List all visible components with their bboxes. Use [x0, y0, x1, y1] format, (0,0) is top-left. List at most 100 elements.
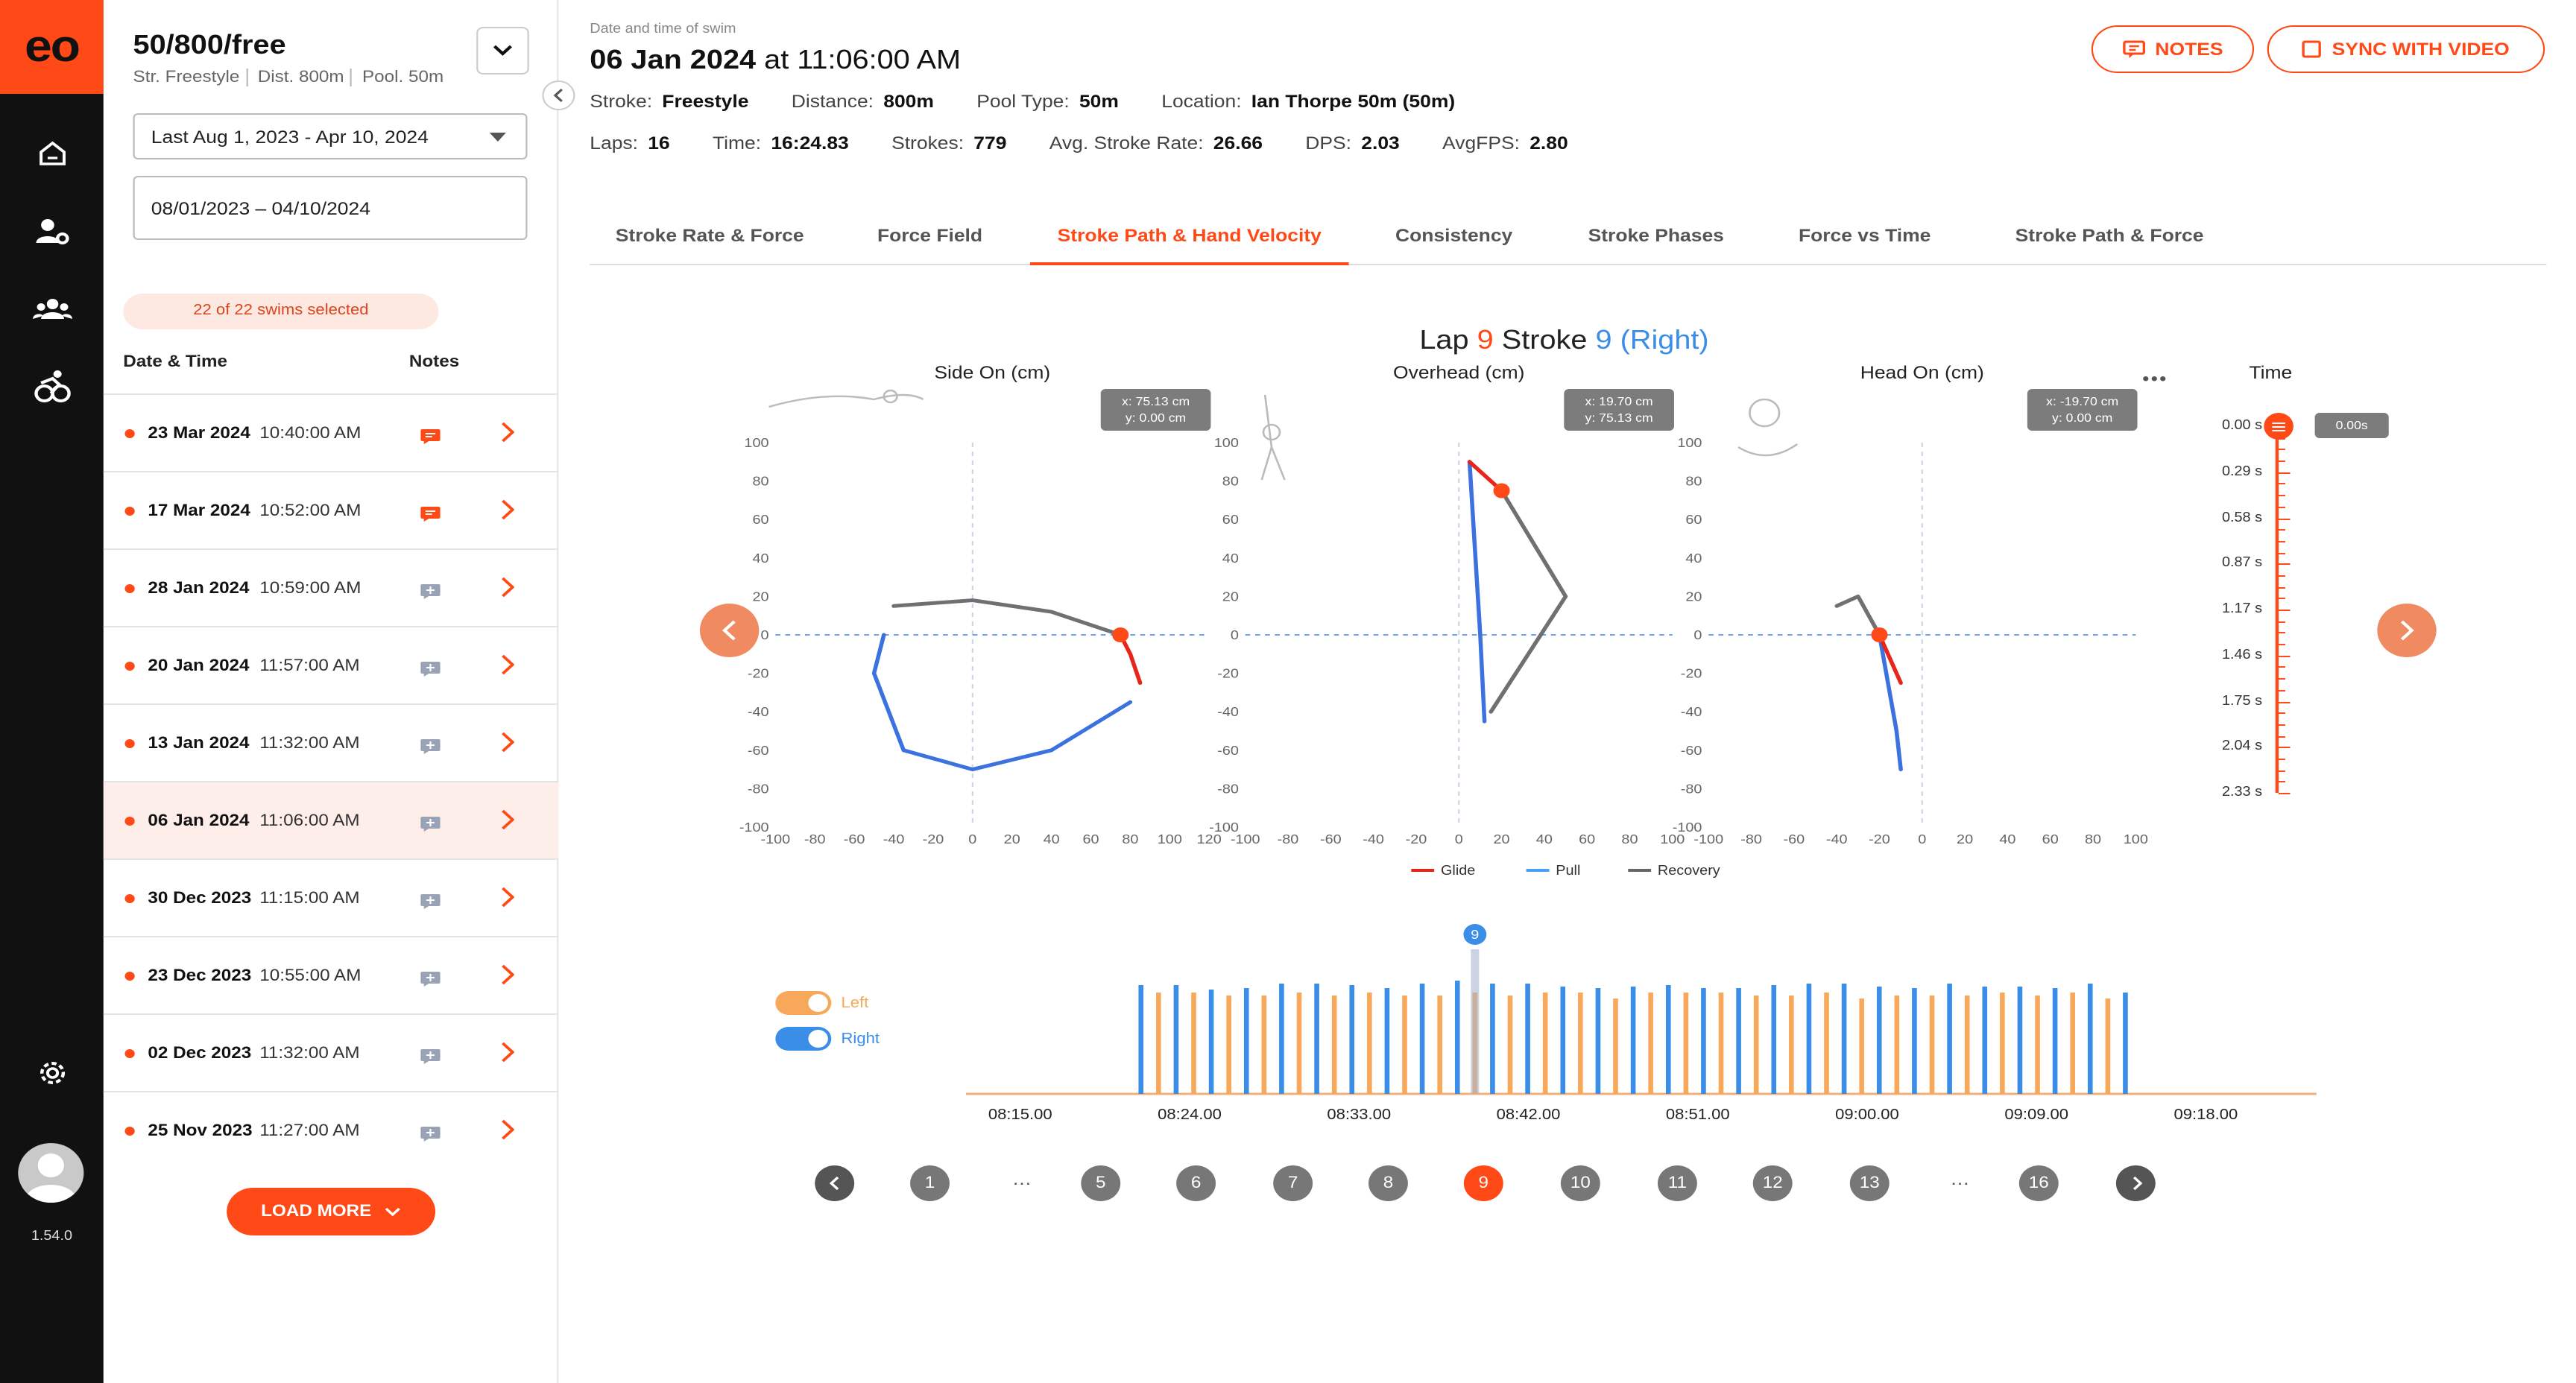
page-button[interactable]: 16 — [2018, 1165, 2059, 1201]
stroke-bar[interactable] — [1789, 996, 1794, 1094]
stroke-bar[interactable] — [1191, 993, 1196, 1094]
swim-row[interactable]: 02 Dec 2023 11:32:00 AM — [103, 1013, 559, 1091]
stroke-bar[interactable] — [1718, 993, 1724, 1094]
stroke-bar[interactable] — [1384, 988, 1390, 1094]
toggle-left[interactable]: Left — [775, 991, 868, 1015]
chevron-right-icon[interactable] — [501, 422, 515, 450]
stroke-bar[interactable] — [1859, 999, 1864, 1094]
stroke-bar[interactable] — [1613, 999, 1618, 1094]
stroke-bar[interactable] — [2017, 987, 2023, 1094]
stroke-bar[interactable] — [1296, 993, 1302, 1094]
date-range-input[interactable]: 08/01/2023 – 04/10/2024 — [133, 176, 528, 240]
stroke-bar[interactable] — [2123, 993, 2128, 1094]
stroke-bar[interactable] — [1226, 996, 1231, 1094]
swim-row[interactable]: 28 Jan 2024 10:59:00 AM — [103, 548, 559, 626]
page-button[interactable]: 6 — [1176, 1165, 1216, 1201]
note-filled-icon[interactable] — [420, 502, 441, 522]
stroke-bar[interactable] — [1419, 984, 1425, 1094]
toggle-right[interactable]: Right — [775, 1027, 880, 1051]
load-more-button[interactable]: LOAD MORE — [227, 1188, 436, 1235]
stroke-bar[interactable] — [1261, 996, 1267, 1094]
chevron-right-icon[interactable] — [501, 499, 515, 528]
tab-stroke-phases[interactable]: Stroke Phases — [1588, 225, 1724, 246]
stroke-bar[interactable] — [1912, 988, 1917, 1094]
chevron-right-icon[interactable] — [501, 1119, 515, 1148]
chevron-right-icon[interactable] — [501, 577, 515, 605]
stroke-bar[interactable] — [1507, 996, 1513, 1094]
stroke-bar[interactable] — [1156, 993, 1161, 1094]
tab-stroke-rate-force[interactable]: Stroke Rate & Force — [615, 225, 804, 246]
stroke-bar[interactable] — [1736, 988, 1741, 1094]
chevron-right-icon[interactable] — [501, 1042, 515, 1070]
chevron-right-icon[interactable] — [501, 964, 515, 993]
tab-force-field[interactable]: Force Field — [877, 225, 983, 246]
stroke-timeline[interactable]: 9 08:15.00 08:24.00 08:33.00 08:42.00 08:51.0… — [953, 917, 2332, 1133]
range-select[interactable]: Last Aug 1, 2023 - Apr 10, 2024 — [133, 113, 528, 159]
swim-row[interactable]: 06 Jan 2024 11:06:00 AM — [103, 781, 559, 858]
chevron-right-icon[interactable] — [501, 654, 515, 683]
time-slider-handle[interactable] — [2264, 413, 2294, 440]
left-switch[interactable] — [775, 991, 832, 1015]
timeline-marker[interactable] — [1463, 924, 1487, 945]
swim-row[interactable]: 23 Dec 2023 10:55:00 AM — [103, 936, 559, 1013]
stroke-bar[interactable] — [1560, 987, 1566, 1094]
settings-icon[interactable] — [31, 1054, 74, 1092]
team-icon[interactable] — [31, 291, 74, 329]
stroke-bar[interactable] — [1314, 984, 1319, 1094]
page-button[interactable]: 1 — [910, 1165, 950, 1201]
stroke-bar[interactable] — [1279, 984, 1284, 1094]
stroke-bar[interactable] — [1490, 984, 1495, 1094]
stroke-bar[interactable] — [2070, 993, 2075, 1094]
add-note-icon[interactable] — [420, 967, 441, 987]
time-track[interactable] — [2275, 426, 2279, 793]
right-switch[interactable] — [775, 1027, 832, 1051]
swim-row[interactable]: 17 Mar 2024 10:52:00 AM — [103, 471, 559, 548]
next-stroke-button[interactable] — [2377, 604, 2437, 657]
page-button[interactable]: 11 — [1657, 1165, 1697, 1201]
swim-row[interactable]: 13 Jan 2024 11:32:00 AM — [103, 703, 559, 781]
add-note-icon[interactable] — [420, 580, 441, 599]
stroke-bar[interactable] — [2052, 988, 2058, 1094]
prev-page-button[interactable] — [815, 1165, 855, 1201]
triathlon-icon[interactable] — [31, 367, 74, 405]
stroke-bar[interactable] — [2087, 984, 2093, 1094]
page-button[interactable]: 5 — [1081, 1165, 1121, 1201]
stroke-bar[interactable] — [1243, 988, 1249, 1094]
next-page-button[interactable] — [2115, 1165, 2156, 1201]
tab-force-vs-time[interactable]: Force vs Time — [1798, 225, 1931, 246]
stroke-bar[interactable] — [1824, 993, 1829, 1094]
stroke-bar[interactable] — [1578, 993, 1583, 1094]
page-button[interactable]: 7 — [1273, 1165, 1313, 1201]
swim-row[interactable]: 20 Jan 2024 11:57:00 AM — [103, 626, 559, 703]
stroke-bar[interactable] — [2105, 999, 2111, 1094]
stroke-bar[interactable] — [1701, 988, 1706, 1094]
stroke-bar[interactable] — [1841, 984, 1847, 1094]
page-button[interactable]: 13 — [1849, 1165, 1890, 1201]
home-icon[interactable] — [31, 134, 74, 173]
stroke-bar[interactable] — [1138, 985, 1144, 1094]
stroke-bar[interactable] — [1929, 996, 1935, 1094]
stroke-bar[interactable] — [1665, 985, 1671, 1094]
stroke-bar[interactable] — [1349, 985, 1355, 1094]
swim-row[interactable]: 30 Dec 2023 11:15:00 AM — [103, 858, 559, 936]
stroke-bar[interactable] — [2000, 993, 2005, 1094]
page-button[interactable]: 12 — [1752, 1165, 1793, 1201]
prev-stroke-button[interactable] — [699, 604, 760, 657]
stroke-bar[interactable] — [1173, 985, 1179, 1094]
add-note-icon[interactable] — [420, 812, 441, 832]
stroke-bar[interactable] — [1771, 985, 1777, 1094]
stroke-bar[interactable] — [1367, 993, 1372, 1094]
stroke-bar[interactable] — [1876, 987, 1882, 1094]
add-note-icon[interactable] — [420, 657, 441, 677]
tab-stroke-path-hand-velocity[interactable]: Stroke Path & Hand Velocity — [1029, 213, 1349, 265]
add-note-icon[interactable] — [420, 1045, 441, 1064]
swim-row[interactable]: 25 Nov 2023 11:27:00 AM — [103, 1091, 559, 1168]
more-options-icon[interactable]: ••• — [2142, 368, 2168, 389]
note-filled-icon[interactable] — [420, 425, 441, 444]
swim-row[interactable]: 23 Mar 2024 10:40:00 AM — [103, 393, 559, 471]
stroke-bar[interactable] — [1630, 987, 1636, 1094]
stroke-bar[interactable] — [1402, 996, 1407, 1094]
stroke-bar[interactable] — [1894, 996, 1900, 1094]
stroke-bar[interactable] — [1648, 993, 1653, 1094]
stroke-bar[interactable] — [1683, 993, 1689, 1094]
